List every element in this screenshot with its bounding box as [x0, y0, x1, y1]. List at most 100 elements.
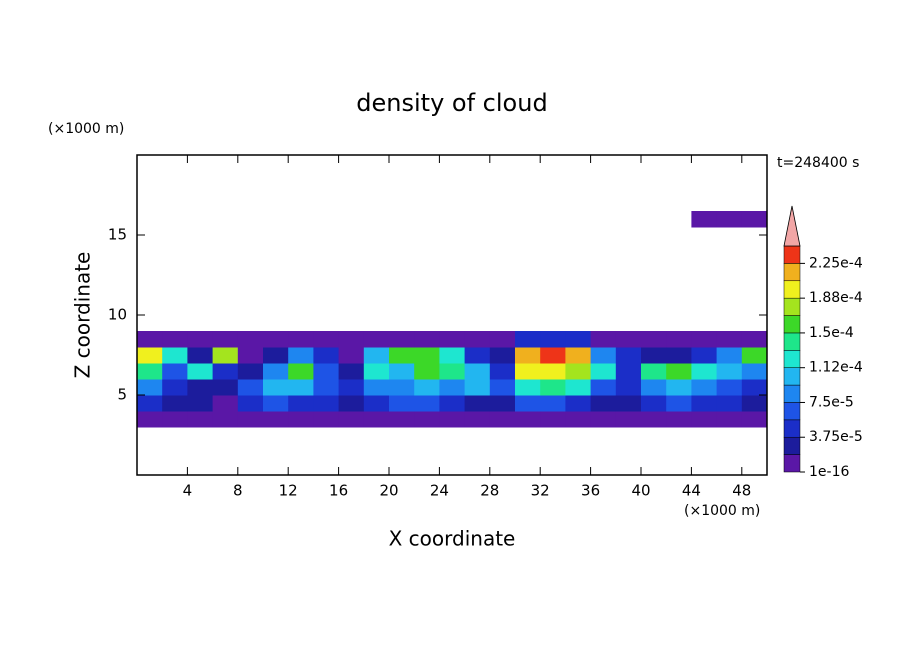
contour-cell [515, 331, 541, 348]
contour-cell [162, 331, 188, 348]
contour-cell [641, 363, 667, 380]
contour-cell [363, 331, 390, 348]
contour-cell [187, 411, 214, 428]
contour-cell [716, 331, 743, 348]
contour-cell [515, 347, 541, 364]
contour-cell [313, 347, 340, 364]
colorbar-band [783, 297, 801, 316]
contour-cell [288, 347, 314, 364]
x-tick-label: 12 [279, 482, 298, 500]
contour-cell [565, 379, 592, 396]
contour-cell [137, 347, 163, 364]
x-tick-label: 40 [631, 482, 650, 500]
colorbar-tick-label: 1.5e-4 [809, 325, 854, 341]
contour-cell [464, 395, 491, 412]
contour-cell [716, 379, 743, 396]
contour-cell [212, 347, 239, 364]
colorbar-band [783, 245, 801, 264]
colorbar-band [783, 367, 801, 386]
contour-cell [363, 379, 390, 396]
contour-cell [414, 379, 440, 396]
contour-cell [137, 363, 163, 380]
contour-cell [389, 363, 415, 380]
colorbar-tick-label: 3.75e-5 [809, 429, 863, 445]
contour-cell [691, 363, 718, 380]
contour-cell [716, 395, 743, 412]
contour-cell [489, 347, 516, 364]
contour-cell [363, 395, 390, 412]
contour-cell [237, 395, 264, 412]
time-annotation: t=248400 s [777, 155, 859, 171]
contour-cell [590, 411, 617, 428]
contour-cell [389, 331, 415, 348]
contour-cell [162, 379, 188, 396]
contour-cell [565, 331, 592, 348]
contour-cell [338, 379, 365, 396]
colorbar-band [783, 332, 801, 351]
contour-cell [489, 331, 516, 348]
x-tick-label: 28 [480, 482, 499, 500]
contour-cell [666, 395, 692, 412]
colorbar-band [783, 454, 801, 473]
contour-cell [263, 395, 289, 412]
contour-cell [540, 363, 566, 380]
contour-cell [691, 411, 718, 428]
x-tick-label: 8 [233, 482, 243, 500]
colorbar-band [783, 350, 801, 368]
contour-cell [666, 347, 692, 364]
y-axis-label: Z coordinate [71, 252, 95, 379]
contour-cell [464, 379, 491, 396]
contour-cell [615, 379, 642, 396]
contour-cell [187, 363, 214, 380]
contour-cell [389, 379, 415, 396]
contour-cell [515, 395, 541, 412]
contour-cell [212, 395, 239, 412]
contour-cell [666, 363, 692, 380]
x-tick-label: 16 [329, 482, 348, 500]
contour-cell [313, 379, 340, 396]
contour-cell [489, 363, 516, 380]
contour-cell [489, 411, 516, 428]
colorbar-band [783, 436, 801, 455]
contour-cell [615, 395, 642, 412]
contour-cell [515, 379, 541, 396]
contour-cell [263, 347, 289, 364]
contour-cell [741, 379, 768, 396]
contour-cell [641, 379, 667, 396]
contour-cell [615, 411, 642, 428]
contour-cell [288, 331, 314, 348]
contour-cell [187, 379, 214, 396]
contour-cell [414, 363, 440, 380]
contour-cell [338, 363, 365, 380]
contour-cell [540, 379, 566, 396]
colorbar-tick-label: 1e-16 [809, 464, 849, 480]
colorbar-band [783, 384, 801, 403]
contour-cell [590, 363, 617, 380]
contour-cell [565, 363, 592, 380]
contour-cell [187, 347, 214, 364]
contour-cell [615, 347, 642, 364]
contour-cell [137, 411, 163, 428]
contour-cell [641, 347, 667, 364]
colorbar-tick-label: 1.88e-4 [809, 290, 863, 306]
contour-cell [389, 347, 415, 364]
contour-cell [414, 411, 440, 428]
contour-cell [540, 331, 566, 348]
contour-cell [615, 363, 642, 380]
contour-cell [565, 411, 592, 428]
contour-cell [439, 363, 466, 380]
colorbar-band [783, 315, 801, 334]
contour-cell [237, 347, 264, 364]
contour-cell [716, 363, 743, 380]
y-tick-label: 15 [108, 226, 127, 244]
chart-title: density of cloud [356, 89, 547, 117]
contour-cell [263, 363, 289, 380]
contour-cell [313, 411, 340, 428]
contour-cell [666, 411, 692, 428]
contour-cell [414, 395, 440, 412]
contour-cell [515, 411, 541, 428]
contour-cell [313, 363, 340, 380]
contour-cell [288, 379, 314, 396]
contour-cell [439, 331, 466, 348]
contour-cell [439, 411, 466, 428]
